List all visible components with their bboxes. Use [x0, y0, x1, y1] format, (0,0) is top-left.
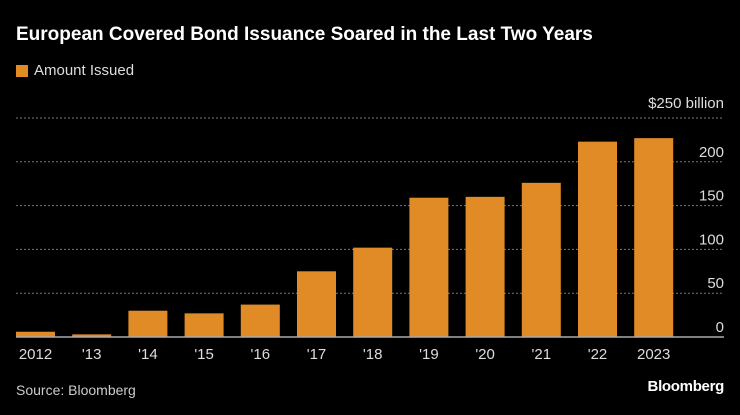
x-tick-label: '15: [194, 346, 214, 363]
legend: Amount Issued: [16, 62, 134, 79]
x-tick-label: '13: [82, 346, 102, 363]
x-tick-label: '22: [588, 346, 608, 363]
bar: [128, 310, 168, 337]
bar: [297, 271, 336, 337]
bar: [521, 182, 561, 337]
y-tick-label: $250 billion: [648, 95, 724, 112]
y-tick-label: 100: [699, 231, 724, 248]
x-tick-label: '21: [532, 346, 552, 363]
x-tick-label: 2012: [19, 346, 52, 363]
x-tick-label: 2023: [637, 346, 670, 363]
x-tick-label: '16: [251, 346, 271, 363]
bar: [409, 197, 449, 337]
x-tick-label: '19: [419, 346, 439, 363]
y-tick-label: 200: [699, 144, 724, 161]
bar: [240, 304, 280, 337]
x-tick-label: '18: [363, 346, 383, 363]
source-note: Source: Bloomberg: [16, 382, 136, 398]
bar: [634, 138, 674, 337]
bar: [72, 334, 112, 337]
bar: [16, 331, 55, 337]
y-tick-label: 50: [707, 275, 724, 292]
bar: [465, 196, 505, 337]
x-tick-label: '20: [475, 346, 495, 363]
bar: [578, 141, 617, 337]
legend-swatch: [16, 64, 28, 77]
bloomberg-logo: Bloomberg: [647, 378, 725, 395]
legend-label: Amount Issued: [34, 62, 135, 79]
x-tick-label: '17: [307, 346, 327, 363]
x-tick-label: '14: [138, 346, 158, 363]
bar: [184, 313, 224, 337]
y-tick-label: 0: [716, 319, 724, 336]
y-tick-label: 150: [699, 188, 724, 205]
chart-title: European Covered Bond Issuance Soared in…: [16, 24, 593, 45]
bar: [353, 247, 393, 337]
